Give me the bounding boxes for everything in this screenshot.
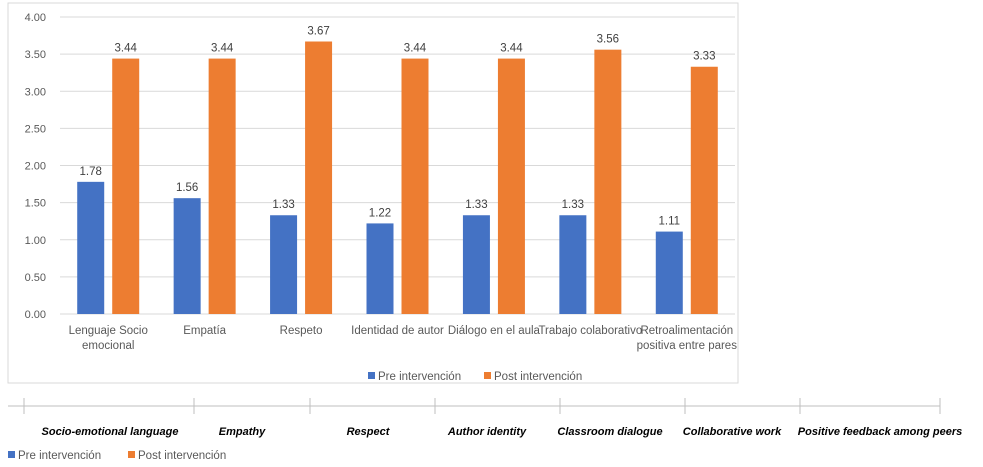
bar-post	[208, 58, 236, 314]
category-label: emocional	[82, 340, 134, 352]
y-tick-label: 2.50	[25, 123, 46, 135]
data-label: 1.22	[369, 207, 391, 219]
data-label: 1.78	[80, 166, 102, 178]
bar-pre	[270, 215, 298, 314]
legend-swatch	[368, 372, 375, 379]
y-tick-label: 1.00	[25, 235, 46, 247]
data-label: 1.33	[272, 199, 294, 211]
y-tick-label: 2.00	[25, 161, 46, 173]
english-category-label: Empathy	[219, 426, 266, 438]
english-category-label: Classroom dialogue	[557, 426, 662, 438]
y-axis-ticks: 0.00 0.50 1.00 1.50 2.00 2.50 3.00 3.50 4.00	[25, 12, 46, 321]
category-labels: Lenguaje Socio emocional Empatía Respeto Ide…	[69, 325, 738, 352]
bottom-legend-swatch	[8, 451, 15, 458]
category-label: Retroalimentación	[640, 325, 733, 337]
bar-post	[401, 58, 429, 314]
category-label: positiva entre pares	[637, 340, 738, 352]
category-label: Diálogo en el aula	[448, 325, 541, 337]
bars	[77, 41, 718, 315]
bottom-legend-label: Pre intervención	[18, 450, 101, 462]
english-category-label: Positive feedback among peers	[798, 426, 962, 438]
data-label: 1.56	[176, 182, 198, 194]
bar-pre	[462, 215, 490, 314]
data-label: 1.33	[465, 199, 487, 211]
bottom-legend-label: Post intervención	[138, 450, 226, 462]
data-label: 3.33	[693, 51, 715, 63]
data-label: 1.11	[659, 216, 681, 228]
bar-post	[497, 58, 525, 314]
category-label: Empatía	[183, 325, 226, 337]
english-category-label: Socio-emotional language	[42, 426, 179, 438]
bar-post	[305, 41, 333, 314]
data-label: 3.44	[500, 43, 523, 55]
bar-pre	[77, 181, 105, 314]
chart-legend: Pre intervención Post intervención	[368, 371, 582, 383]
data-label: 3.56	[597, 34, 619, 46]
category-label: Trabajo colaborativo	[538, 325, 642, 337]
bar-pre	[655, 231, 683, 314]
y-tick-label: 0.00	[25, 309, 46, 321]
bar-pre	[559, 215, 587, 314]
data-label: 3.44	[404, 43, 427, 55]
bottom-legend: Pre intervención Post intervención	[8, 450, 226, 462]
y-tick-label: 3.50	[25, 49, 46, 61]
y-tick-label: 4.00	[25, 12, 46, 24]
bar-pre	[173, 198, 201, 314]
english-category-label: Collaborative work	[683, 426, 782, 438]
y-tick-label: 0.50	[25, 272, 46, 284]
data-label: 3.44	[211, 43, 234, 55]
english-category-label: Author identity	[447, 426, 527, 438]
category-label: Respeto	[280, 325, 323, 337]
bar-post	[690, 66, 718, 314]
y-tick-label: 1.50	[25, 198, 46, 210]
legend-swatch	[484, 372, 491, 379]
bar-post	[112, 58, 140, 314]
bottom-legend-swatch	[128, 451, 135, 458]
data-label: 3.44	[115, 43, 138, 55]
category-label: Lenguaje Socio	[69, 325, 148, 337]
bar-pre	[366, 223, 394, 314]
category-label: Identidad de autor	[351, 325, 444, 337]
bar-post	[594, 49, 622, 315]
data-label: 1.33	[562, 199, 584, 211]
english-category-label: Respect	[347, 426, 391, 438]
legend-label: Post intervención	[494, 371, 582, 383]
data-labels: 1.78 1.56 1.33 1.22 1.33 1.33 1.11 3.44 3.44 3.67…	[80, 26, 716, 228]
legend-label: Pre intervención	[378, 371, 461, 383]
data-label: 3.67	[307, 26, 329, 38]
chart-area-frame	[7, 2, 739, 384]
english-category-row: Socio-emotional language Empathy Respect Au…	[8, 398, 962, 438]
y-tick-label: 3.00	[25, 86, 46, 98]
gridlines	[60, 16, 735, 315]
